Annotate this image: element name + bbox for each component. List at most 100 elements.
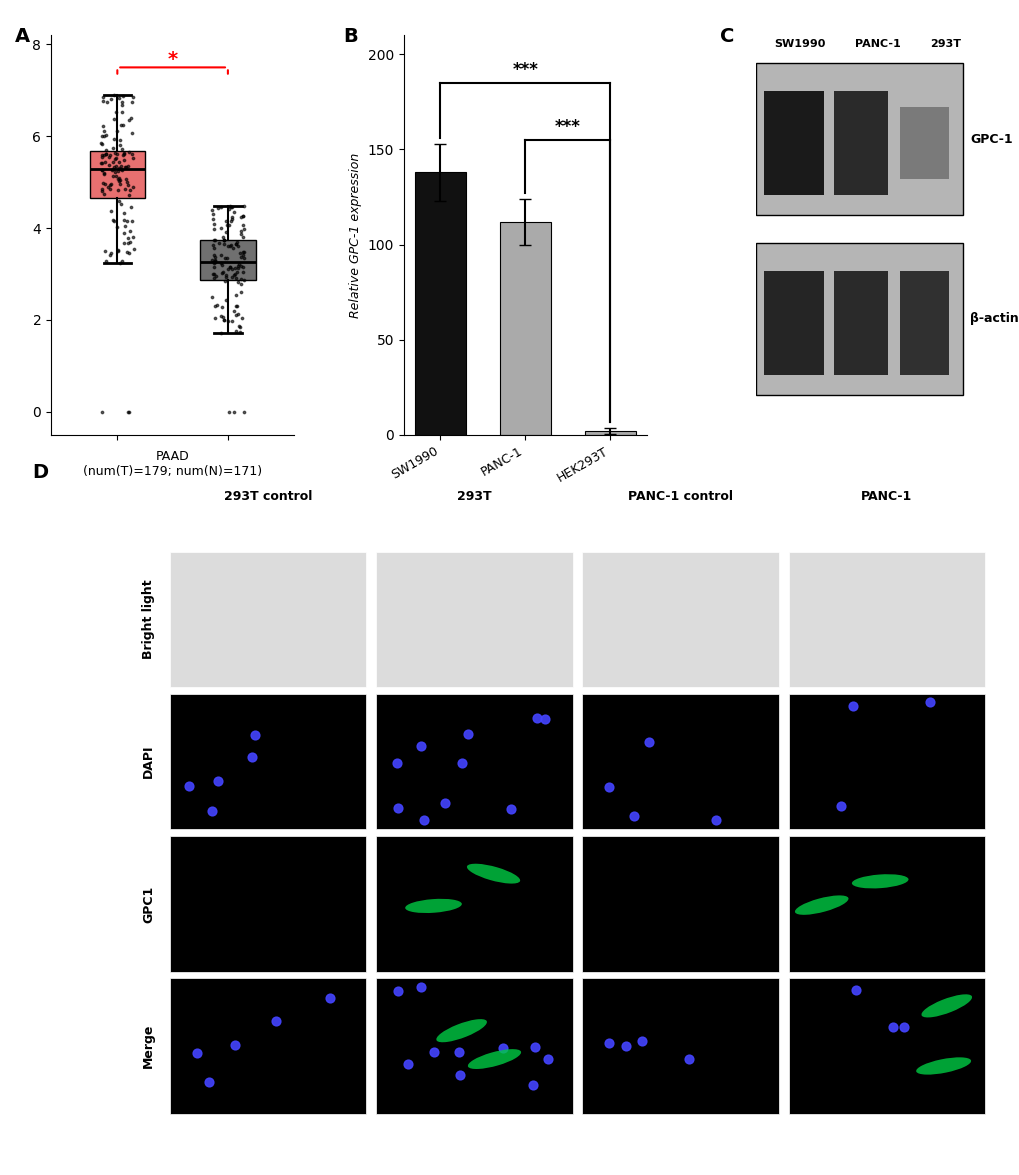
- Point: [233, 274, 250, 293]
- Ellipse shape: [405, 899, 462, 913]
- Point: [217, 290, 233, 309]
- Text: 293T control: 293T control: [223, 490, 312, 503]
- Point: [95, 174, 111, 193]
- Point: [206, 239, 222, 257]
- Point: [233, 247, 250, 266]
- Point: [234, 262, 251, 281]
- Point: [114, 87, 130, 106]
- Point: [235, 402, 252, 421]
- Text: DAPI: DAPI: [143, 745, 155, 779]
- Point: [117, 217, 133, 236]
- Point: [226, 301, 243, 320]
- Point: [114, 95, 130, 114]
- Point: [95, 116, 111, 135]
- Point: [115, 115, 131, 134]
- Text: PANC-1 control: PANC-1 control: [628, 490, 733, 503]
- Point: [208, 267, 224, 286]
- Point: [221, 257, 237, 276]
- Point: [97, 153, 113, 172]
- Point: [207, 296, 223, 315]
- Text: *: *: [167, 51, 177, 69]
- Point: [116, 150, 132, 169]
- Point: [221, 196, 237, 215]
- Point: [229, 273, 246, 291]
- Point: [96, 127, 112, 146]
- Text: PANC-1: PANC-1: [860, 490, 912, 503]
- Point: [234, 207, 251, 226]
- Point: [222, 236, 238, 255]
- Point: [207, 250, 223, 269]
- Point: [108, 149, 124, 168]
- Point: [95, 87, 111, 106]
- Point: [95, 92, 111, 110]
- Point: [212, 246, 228, 264]
- Point: [103, 89, 119, 108]
- Point: [94, 134, 110, 153]
- Ellipse shape: [920, 994, 971, 1018]
- Point: [232, 222, 249, 241]
- Text: β-actin: β-actin: [969, 313, 1018, 325]
- Point: [107, 150, 123, 169]
- Point: [119, 402, 136, 421]
- Point: [114, 93, 130, 112]
- Point: [218, 222, 234, 241]
- Point: [218, 212, 234, 230]
- Point: [109, 217, 125, 236]
- Point: [232, 224, 249, 243]
- Point: [223, 267, 239, 286]
- Point: [106, 157, 122, 176]
- Point: [206, 253, 222, 271]
- Point: [228, 322, 245, 341]
- Text: ***: ***: [554, 118, 580, 136]
- Point: [113, 157, 129, 176]
- Point: [215, 310, 231, 329]
- Point: [101, 155, 117, 174]
- Point: [111, 159, 127, 177]
- Point: [112, 175, 128, 194]
- Point: [228, 233, 245, 251]
- Point: [113, 115, 129, 134]
- Point: [207, 230, 223, 249]
- Point: [226, 202, 243, 221]
- Point: [206, 220, 222, 239]
- Point: [116, 180, 132, 199]
- Point: [212, 307, 228, 325]
- Point: [224, 208, 240, 227]
- Point: [232, 270, 249, 289]
- Point: [125, 177, 142, 196]
- Point: [121, 110, 138, 129]
- Point: [109, 122, 125, 141]
- Text: D: D: [32, 463, 48, 482]
- Point: [228, 297, 245, 316]
- Point: [224, 209, 240, 228]
- Point: [122, 181, 139, 200]
- Point: [111, 132, 127, 150]
- Point: [218, 266, 234, 284]
- Point: [217, 271, 233, 290]
- Point: [99, 93, 115, 112]
- Point: [214, 263, 230, 282]
- Point: [229, 304, 246, 323]
- Bar: [415, 173, 466, 435]
- Ellipse shape: [851, 874, 908, 888]
- Point: [115, 203, 131, 222]
- Point: [120, 156, 137, 175]
- Point: [94, 402, 110, 421]
- Point: [104, 160, 120, 179]
- Point: [93, 134, 109, 153]
- Point: [113, 194, 129, 213]
- Bar: [756, 63, 962, 215]
- Point: [221, 236, 237, 255]
- Point: [226, 258, 243, 277]
- Point: [230, 316, 247, 335]
- Point: [223, 197, 239, 216]
- Point: [94, 127, 110, 146]
- Point: [216, 311, 232, 330]
- Point: [113, 160, 129, 179]
- Point: [94, 161, 110, 180]
- Point: [112, 136, 128, 155]
- Ellipse shape: [467, 864, 520, 884]
- Point: [121, 222, 138, 241]
- Point: [235, 197, 252, 216]
- Point: [231, 243, 248, 262]
